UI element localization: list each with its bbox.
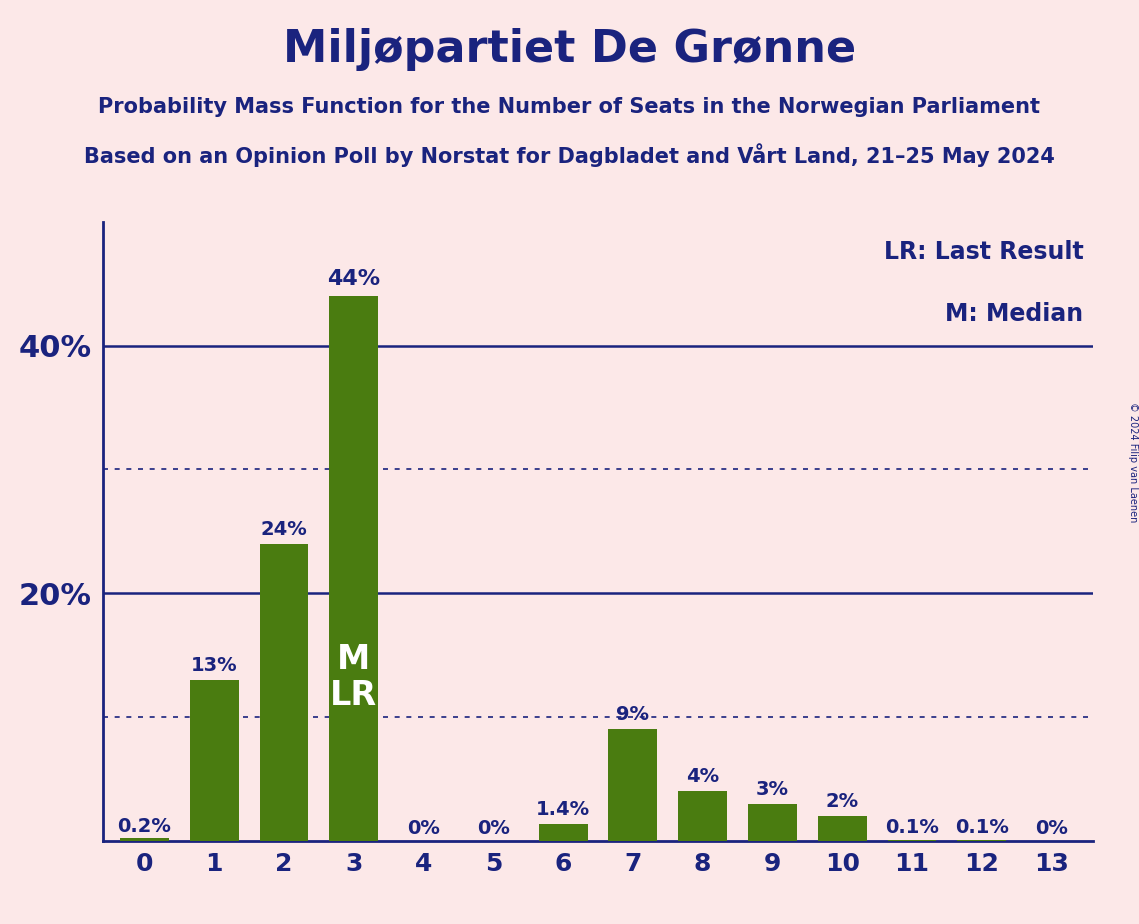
Text: 0.1%: 0.1% [885, 818, 939, 837]
Text: 44%: 44% [327, 269, 380, 288]
Bar [539, 823, 588, 841]
Text: Miljøpartiet De Grønne: Miljøpartiet De Grønne [282, 28, 857, 71]
Text: 0%: 0% [477, 820, 510, 838]
Text: © 2024 Filip van Laenen: © 2024 Filip van Laenen [1129, 402, 1138, 522]
Bar [958, 840, 1006, 841]
Text: 0%: 0% [1035, 820, 1068, 838]
Bar [678, 791, 727, 841]
Text: 24%: 24% [261, 519, 308, 539]
Text: 1.4%: 1.4% [536, 799, 590, 819]
Text: Probability Mass Function for the Number of Seats in the Norwegian Parliament: Probability Mass Function for the Number… [98, 97, 1041, 117]
Bar [818, 816, 867, 841]
Text: 9%: 9% [616, 705, 649, 724]
Bar [887, 840, 936, 841]
Bar [608, 729, 657, 841]
Text: 0.2%: 0.2% [117, 817, 171, 836]
Text: Based on an Opinion Poll by Norstat for Dagbladet and Vårt Land, 21–25 May 2024: Based on an Opinion Poll by Norstat for … [84, 143, 1055, 167]
Text: 0.1%: 0.1% [954, 818, 1009, 837]
Text: 0%: 0% [407, 820, 440, 838]
Text: 4%: 4% [686, 767, 719, 786]
Text: LR: Last Result: LR: Last Result [884, 240, 1083, 264]
Bar [329, 296, 378, 841]
Text: 3%: 3% [756, 780, 789, 798]
Text: 2%: 2% [826, 792, 859, 811]
Bar [190, 680, 238, 841]
Bar [748, 804, 797, 841]
Text: M
LR: M LR [330, 643, 377, 711]
Bar [120, 838, 169, 841]
Text: M: Median: M: Median [945, 302, 1083, 326]
Text: 13%: 13% [191, 656, 237, 675]
Bar [260, 543, 309, 841]
